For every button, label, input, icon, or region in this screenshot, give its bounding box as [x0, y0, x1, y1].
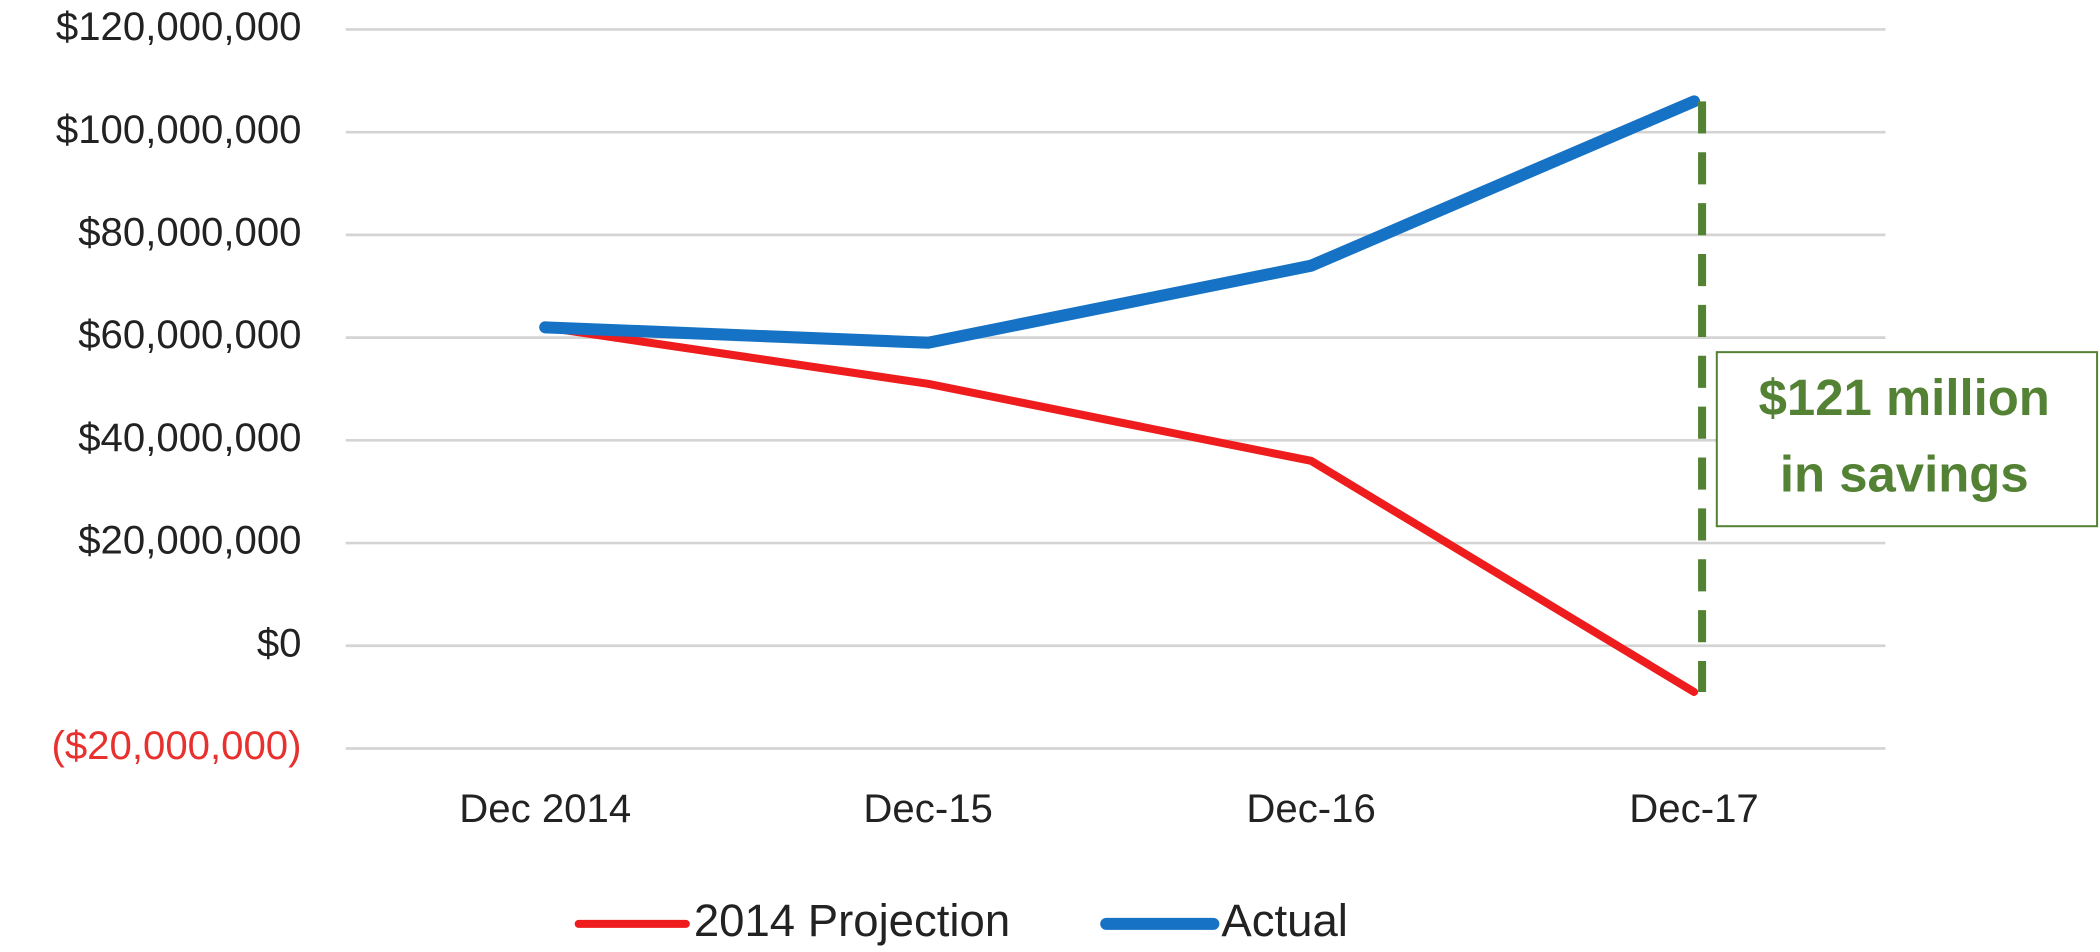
legend-label: 2014 Projection [694, 895, 1010, 946]
x-tick-label: Dec-17 [1629, 786, 1758, 831]
annotation-text: in savings [1780, 445, 2029, 502]
annotation-text: $121 million [1759, 369, 2050, 426]
y-tick-label: ($20,000,000) [51, 723, 301, 768]
annotation-box [1715, 351, 2099, 528]
line-series [539, 95, 1701, 349]
x-tick-label: Dec 2014 [459, 786, 631, 831]
line-series [541, 323, 1699, 697]
x-tick-label: Dec-16 [1246, 786, 1375, 831]
y-tick-label: $80,000,000 [78, 210, 301, 255]
y-tick-label: $40,000,000 [78, 415, 301, 460]
y-tick-label: $120,000,000 [56, 4, 302, 49]
x-tick-label: Dec-15 [863, 786, 992, 831]
y-tick-label: $0 [257, 620, 302, 665]
legend-label: Actual [1221, 895, 1348, 946]
y-tick-label: $20,000,000 [78, 518, 301, 563]
y-tick-label: $60,000,000 [78, 312, 301, 357]
y-tick-label: $100,000,000 [56, 107, 302, 152]
